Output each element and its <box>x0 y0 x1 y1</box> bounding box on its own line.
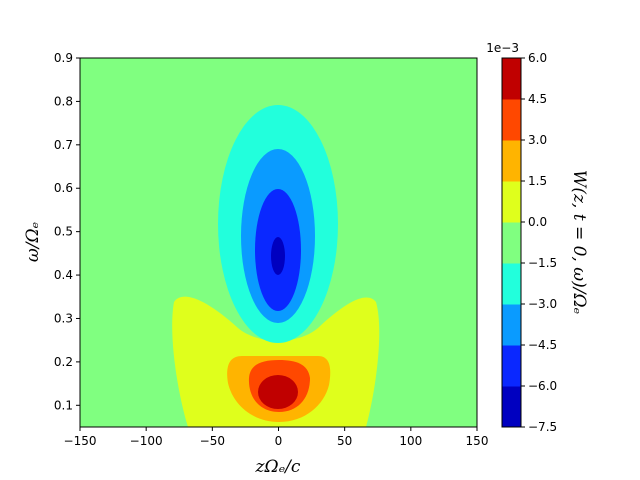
colorbar-tick-label: −6.0 <box>528 379 557 393</box>
x-tick-label: 100 <box>399 434 422 448</box>
x-tick-label: 50 <box>337 434 352 448</box>
colorbar-segment <box>502 99 521 141</box>
y-axis-ticks: 0.1 0.2 0.3 0.4 0.5 0.6 0.7 0.8 0.9 <box>54 51 80 412</box>
colorbar-segment <box>502 222 521 264</box>
colorbar-ticks: −7.5 −6.0 −4.5 −3.0 −1.5 0.0 1.5 3.0 4.5 6.0 <box>521 51 557 434</box>
contour-fills <box>172 105 380 427</box>
colorbar-segment <box>502 386 521 428</box>
y-tick-label: 0.8 <box>54 94 73 108</box>
x-tick-label: −100 <box>130 434 163 448</box>
y-axis-label: ω/Ωₑ <box>23 222 43 262</box>
colorbar-segment <box>502 345 521 387</box>
y-tick-label: 0.1 <box>54 398 73 412</box>
y-tick-label: 0.7 <box>54 138 73 152</box>
x-tick-label: −150 <box>64 434 97 448</box>
y-tick-label: 0.9 <box>54 51 73 65</box>
colorbar-frame <box>501 57 522 428</box>
colorbar-segment <box>502 263 521 305</box>
y-tick-label: 0.5 <box>54 225 73 239</box>
colorbar-tick-label: 3.0 <box>528 133 547 147</box>
colorbar-tick-label: −4.5 <box>528 338 557 352</box>
colorbar-tick-label: −7.5 <box>528 420 557 434</box>
colorbar-tick-label: 0.0 <box>528 215 547 229</box>
colorbar-tick-label: 4.5 <box>528 92 547 106</box>
y-tick-label: 0.6 <box>54 181 73 195</box>
contour-band-4.5-6.0 <box>258 375 298 409</box>
colorbar-segment <box>502 304 521 346</box>
colorbar-segment <box>502 58 521 100</box>
colorbar-segment <box>502 181 521 223</box>
x-tick-label: 0 <box>275 434 283 448</box>
y-tick-label: 0.4 <box>54 268 73 282</box>
plot-area <box>79 57 478 428</box>
x-tick-label: −50 <box>200 434 225 448</box>
colorbar-tick-label: 6.0 <box>528 51 547 65</box>
colorbar-tick-label: −3.0 <box>528 297 557 311</box>
y-tick-label: 0.2 <box>54 355 73 369</box>
colorbar-offset-text: 1e−3 <box>486 41 519 55</box>
colorbar-label: W(z, t = 0, ω)/Ωₑ <box>569 170 589 314</box>
colorbar-segment <box>502 140 521 182</box>
x-tick-label: 150 <box>466 434 489 448</box>
x-axis-ticks: −150 −100 −50 0 50 100 150 <box>64 427 489 448</box>
y-tick-label: 0.3 <box>54 311 73 325</box>
colorbar-tick-label: −1.5 <box>528 256 557 270</box>
contour-band-neg6.0-neg7.5 <box>271 237 285 275</box>
x-axis-label: zΩₑ/c <box>255 457 301 477</box>
colorbar-tick-label: 1.5 <box>528 174 547 188</box>
colorbar <box>502 58 521 428</box>
